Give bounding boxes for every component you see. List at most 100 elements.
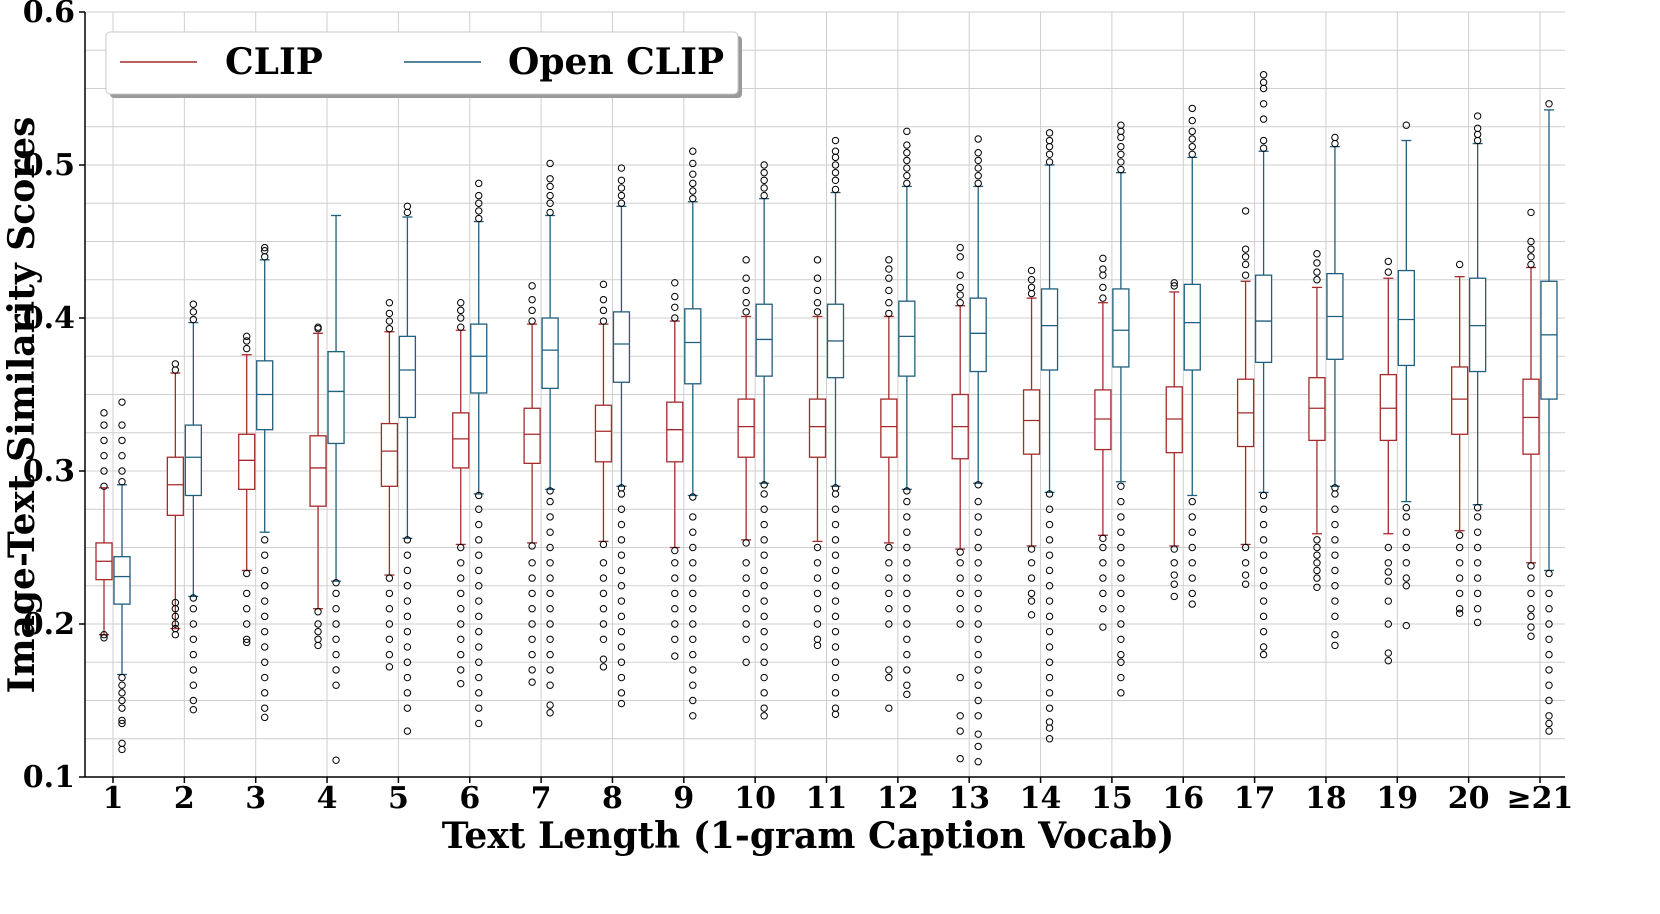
outlier-point bbox=[243, 332, 251, 341]
outlier-point bbox=[475, 179, 483, 188]
outlier-point bbox=[689, 681, 697, 689]
outlier-point bbox=[760, 505, 768, 513]
box-iqr bbox=[1540, 280, 1558, 400]
outlier-point bbox=[1331, 520, 1339, 529]
outlier-point bbox=[457, 650, 465, 659]
outlier-point bbox=[1331, 505, 1339, 513]
outlier-point bbox=[1188, 574, 1196, 582]
outlier-point bbox=[1188, 135, 1196, 143]
outlier-point bbox=[546, 605, 554, 613]
outlier-point bbox=[475, 214, 483, 223]
y-tick-label: 0.5 bbox=[23, 148, 75, 183]
outlier-point bbox=[403, 627, 412, 636]
outlier-point bbox=[617, 699, 626, 708]
outlier-point bbox=[903, 543, 911, 552]
outlier-point bbox=[100, 634, 108, 642]
outlier-point bbox=[403, 658, 412, 666]
outlier-point bbox=[742, 635, 750, 643]
outlier-point bbox=[974, 758, 982, 766]
outlier-point bbox=[1527, 562, 1535, 570]
outlier-point bbox=[831, 582, 840, 590]
box-open-clip-3 bbox=[256, 243, 274, 722]
outlier-point bbox=[332, 605, 340, 613]
outlier-point bbox=[1455, 260, 1464, 269]
outlier-point bbox=[903, 650, 911, 659]
outlier-point bbox=[546, 543, 554, 552]
outlier-point bbox=[475, 207, 483, 215]
outlier-point bbox=[599, 540, 608, 549]
outlier-point bbox=[1331, 536, 1339, 544]
outlier-point bbox=[831, 153, 840, 162]
outlier-point bbox=[617, 176, 626, 185]
outlier-point bbox=[1545, 569, 1553, 578]
outlier-point bbox=[1188, 559, 1196, 567]
outlier-point bbox=[546, 620, 554, 628]
outlier-point bbox=[1117, 650, 1125, 659]
outlier-point bbox=[243, 589, 251, 598]
outlier-point bbox=[974, 666, 982, 674]
outlier-point bbox=[885, 704, 893, 712]
outlier-point bbox=[1117, 150, 1125, 158]
outlier-point bbox=[171, 366, 180, 374]
outlier-point bbox=[1455, 531, 1464, 539]
outlier-point bbox=[903, 574, 911, 582]
outlier-point bbox=[475, 491, 483, 500]
outlier-point bbox=[385, 299, 394, 307]
box-open-clip-18 bbox=[1326, 133, 1344, 650]
outlier-point bbox=[1473, 136, 1482, 145]
outlier-point bbox=[1045, 490, 1054, 498]
outlier-point bbox=[1188, 116, 1196, 125]
outlier-point bbox=[1045, 520, 1054, 529]
outlier-point bbox=[1188, 528, 1196, 536]
outlier-point bbox=[1027, 283, 1036, 292]
outlier-point bbox=[671, 314, 679, 322]
outlier-point bbox=[1170, 279, 1178, 287]
outlier-point bbox=[956, 574, 964, 582]
outlier-point bbox=[332, 635, 340, 643]
outlier-point bbox=[1045, 658, 1054, 666]
outlier-point bbox=[760, 161, 768, 169]
outlier-point bbox=[956, 559, 964, 567]
outlier-point bbox=[1527, 574, 1535, 582]
outlier-point bbox=[546, 559, 554, 567]
outlier-point bbox=[617, 484, 626, 492]
outlier-point bbox=[1045, 643, 1054, 651]
outlier-point bbox=[1527, 605, 1535, 613]
outlier-point bbox=[885, 589, 893, 598]
outlier-point bbox=[956, 754, 964, 763]
outlier-point bbox=[118, 739, 126, 748]
outlier-point bbox=[885, 256, 893, 264]
outlier-point bbox=[1313, 566, 1321, 575]
outlier-point bbox=[528, 678, 536, 686]
outlier-point bbox=[1117, 528, 1125, 536]
outlier-point bbox=[1241, 253, 1250, 261]
outlier-point bbox=[599, 306, 608, 315]
box-iqr bbox=[166, 456, 185, 517]
outlier-point bbox=[760, 712, 768, 720]
outlier-point bbox=[903, 149, 911, 157]
outlier-point bbox=[885, 265, 893, 273]
outlier-point bbox=[1259, 71, 1268, 79]
outlier-point bbox=[457, 635, 465, 643]
outlier-point bbox=[831, 597, 840, 605]
outlier-point bbox=[813, 543, 822, 552]
outlier-point bbox=[1117, 589, 1125, 598]
y-tick-label: 0.2 bbox=[23, 607, 75, 642]
outlier-point bbox=[1259, 643, 1268, 651]
outlier-point bbox=[1188, 497, 1196, 506]
legend-open-clip-label: Open CLIP bbox=[508, 41, 724, 83]
outlier-point bbox=[617, 627, 626, 636]
outlier-point bbox=[1099, 559, 1107, 567]
outlier-point bbox=[100, 436, 108, 445]
outlier-point bbox=[189, 594, 198, 602]
outlier-point bbox=[475, 719, 483, 728]
box-open-clip-20 bbox=[1469, 112, 1487, 627]
box-open-clip-10 bbox=[755, 161, 773, 720]
outlier-point bbox=[528, 317, 536, 325]
outlier-point bbox=[903, 528, 911, 536]
outlier-point bbox=[1117, 133, 1125, 142]
outlier-point bbox=[1117, 605, 1125, 613]
outlier-point bbox=[760, 689, 768, 697]
outlier-point bbox=[974, 164, 982, 172]
outlier-point bbox=[689, 194, 697, 203]
